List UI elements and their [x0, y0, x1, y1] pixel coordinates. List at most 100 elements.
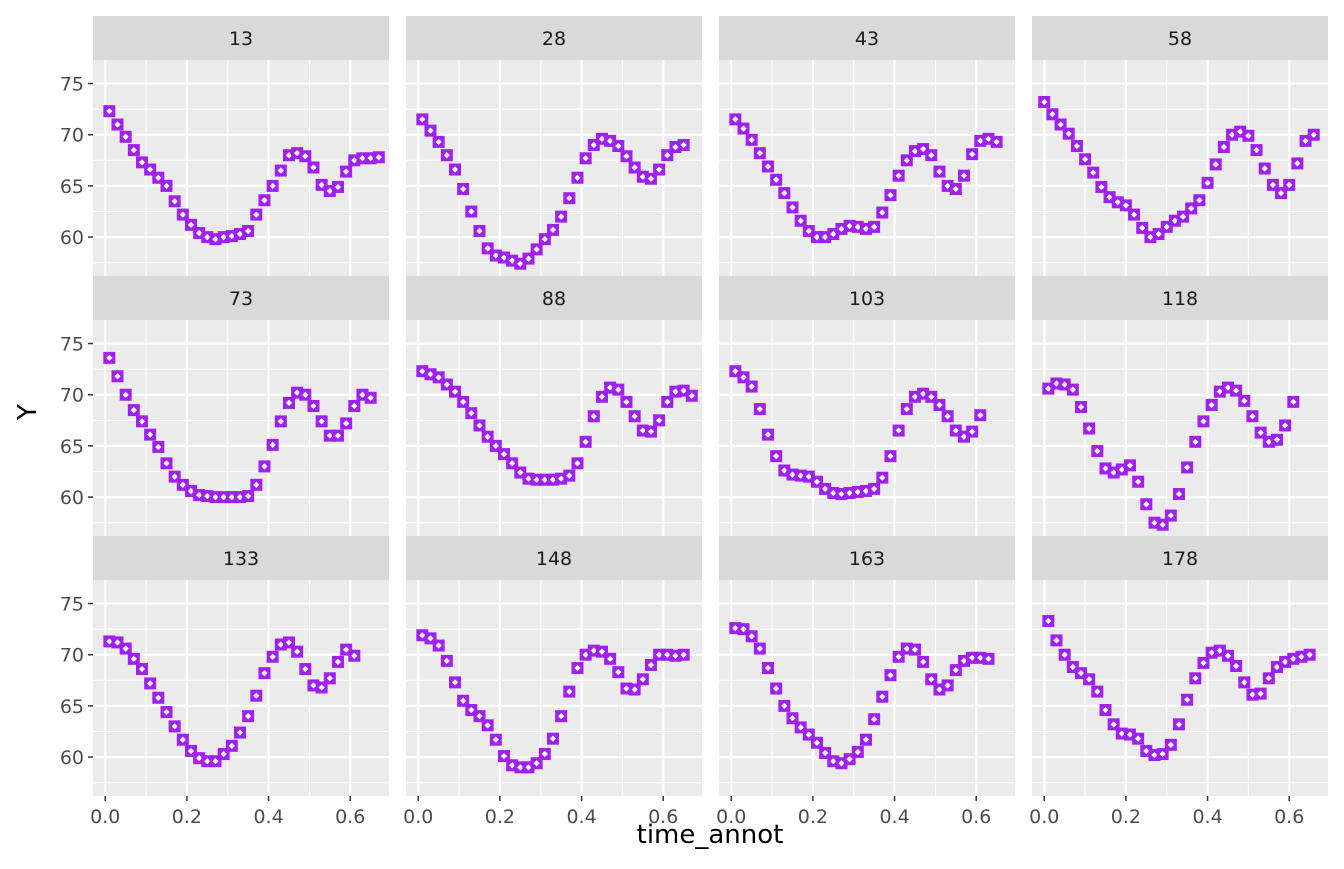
data-point-marker [1257, 690, 1264, 697]
data-point-marker [1306, 651, 1313, 658]
data-point-marker [903, 645, 910, 652]
data-point-marker [435, 374, 442, 381]
data-point-marker [1249, 691, 1256, 698]
data-point-marker [318, 684, 325, 691]
data-point-marker [960, 657, 968, 664]
data-point-marker [1110, 721, 1117, 728]
data-point-marker [1273, 663, 1281, 671]
data-point-marker [285, 152, 293, 159]
data-point-marker [871, 485, 878, 493]
data-point-marker [476, 227, 483, 235]
data-point-marker [375, 154, 382, 161]
data-point-marker [1184, 464, 1191, 471]
facet-strip-label: 148 [536, 548, 572, 570]
data-point-marker [862, 487, 870, 495]
data-point-marker [688, 392, 695, 399]
data-point-marker [1069, 663, 1076, 671]
facet-panels: 13 60 65 70 75 28 43 58 73 60 65 70 75 88 103 118 133 60 6… [60, 16, 1328, 828]
data-point-marker [343, 420, 350, 427]
data-point-marker [492, 252, 499, 259]
data-point-marker [171, 198, 178, 205]
data-point-marker [492, 442, 499, 450]
data-point-marker [517, 764, 524, 771]
data-point-marker [789, 471, 796, 478]
x-tick-label: 0.2 [172, 806, 202, 828]
data-point-marker [977, 654, 984, 661]
data-point-marker [1094, 688, 1101, 695]
data-point-marker [911, 646, 919, 653]
data-point-marker [928, 676, 935, 683]
data-point-marker [672, 652, 679, 659]
data-point-marker [1118, 466, 1125, 473]
data-point-marker [549, 735, 557, 742]
data-point-marker [1155, 230, 1162, 238]
facet-strip [93, 536, 389, 580]
facet-strip-label: 43 [855, 28, 879, 50]
data-point-marker [310, 164, 317, 171]
facet-strip-label: 58 [1168, 28, 1192, 50]
data-point-marker [310, 402, 317, 410]
facet-strip [406, 536, 702, 580]
data-point-marker [1286, 181, 1293, 189]
data-point-marker [1200, 418, 1207, 425]
x-tick-label: 0.4 [566, 806, 596, 828]
data-point-marker [1126, 731, 1134, 738]
facet-strip-label: 13 [229, 28, 253, 50]
data-point-marker [351, 402, 358, 410]
data-point-marker [574, 664, 581, 672]
data-point-marker [1053, 380, 1060, 387]
data-point-marker [1184, 696, 1191, 703]
data-point-marker [460, 697, 467, 704]
data-point-marker [1069, 386, 1076, 393]
y-tick-label: 65 [60, 696, 84, 718]
data-point-marker [294, 648, 301, 655]
facet-strip-label: 118 [1162, 288, 1198, 310]
data-point-marker [1204, 179, 1211, 186]
data-point-marker [359, 391, 366, 398]
data-point-marker [590, 413, 597, 420]
data-point-marker [155, 694, 162, 701]
data-point-marker [1077, 403, 1085, 411]
data-point-marker [1302, 137, 1309, 144]
x-tick-label: 0.0 [716, 806, 746, 828]
data-point-marker [427, 371, 434, 378]
data-point-marker [1061, 651, 1068, 658]
data-point-marker [1294, 160, 1301, 167]
data-point-marker [1175, 490, 1183, 498]
data-point-marker [277, 418, 284, 425]
facet-strip [1032, 536, 1328, 580]
data-point-marker [460, 398, 467, 406]
data-point-marker [326, 432, 333, 439]
y-tick-label: 75 [60, 334, 84, 356]
data-point-marker [359, 155, 366, 162]
data-point-marker [1098, 183, 1105, 191]
data-point-marker [1106, 194, 1113, 201]
facet-strip-label: 178 [1162, 548, 1198, 570]
data-point-marker [106, 108, 113, 115]
panel-background [93, 580, 389, 796]
data-point-marker [781, 702, 788, 710]
data-point-marker [1057, 121, 1064, 128]
x-tick-label: 0.2 [485, 806, 515, 828]
facet-strip [93, 16, 389, 60]
data-point-marker [1073, 142, 1081, 150]
data-point-marker [517, 469, 524, 476]
data-point-marker [944, 413, 951, 420]
data-point-marker [1175, 721, 1183, 728]
data-point-marker [1282, 658, 1289, 666]
facet-strip [93, 276, 389, 320]
panel-background [719, 320, 1015, 536]
data-point-marker [484, 433, 491, 440]
data-point-marker [936, 686, 943, 693]
data-point-marker [920, 658, 927, 666]
facet-panel-88: 88 [406, 276, 702, 536]
data-point-marker [920, 390, 927, 397]
data-point-marker [1102, 706, 1109, 714]
data-point-marker [1224, 652, 1232, 659]
data-point-marker [1122, 202, 1130, 209]
data-point-marker [846, 489, 853, 497]
data-point-marker [114, 121, 121, 128]
data-point-marker [419, 368, 426, 375]
